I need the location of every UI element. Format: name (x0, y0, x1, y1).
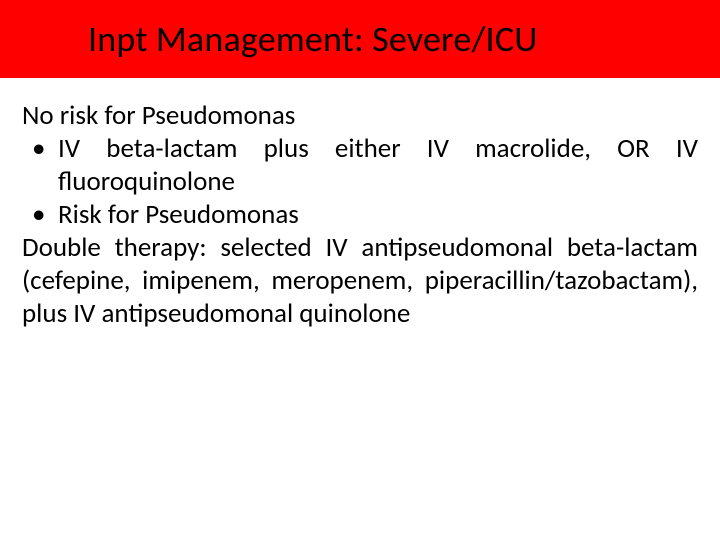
bullet-item-1: • IV beta-lactam plus either IV macrolid… (22, 133, 698, 199)
body-line-double-therapy: Double therapy: selected IV antipseudomo… (22, 232, 698, 331)
bullet-text-2: Risk for Pseudomonas (58, 199, 698, 232)
title-bar: Inpt Management: Severe/ICU (0, 0, 720, 78)
bullet-item-2: • Risk for Pseudomonas (22, 199, 698, 232)
body-line-no-risk: No risk for Pseudomonas (22, 100, 698, 133)
bullet-glyph: • (22, 133, 58, 199)
slide-title: Inpt Management: Severe/ICU (88, 17, 538, 61)
bullet-glyph: • (22, 199, 58, 232)
bullet-text-1: IV beta-lactam plus either IV macrolide,… (58, 133, 698, 199)
slide-body: No risk for Pseudomonas • IV beta-lactam… (0, 78, 720, 331)
